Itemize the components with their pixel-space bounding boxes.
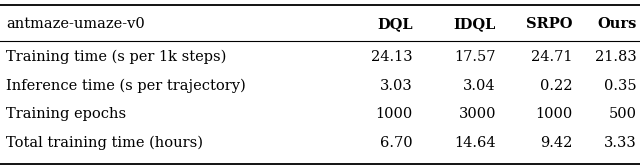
Text: Training epochs: Training epochs bbox=[6, 107, 127, 121]
Text: 14.64: 14.64 bbox=[454, 136, 496, 150]
Text: 0.35: 0.35 bbox=[604, 79, 637, 93]
Text: 24.71: 24.71 bbox=[531, 50, 573, 64]
Text: Inference time (s per trajectory): Inference time (s per trajectory) bbox=[6, 79, 246, 93]
Text: DQL: DQL bbox=[377, 17, 413, 31]
Text: 21.83: 21.83 bbox=[595, 50, 637, 64]
Text: 1000: 1000 bbox=[376, 107, 413, 121]
Text: 6.70: 6.70 bbox=[380, 136, 413, 150]
Text: 500: 500 bbox=[609, 107, 637, 121]
Text: Ours: Ours bbox=[597, 17, 637, 31]
Text: antmaze-umaze-v0: antmaze-umaze-v0 bbox=[6, 17, 145, 31]
Text: 3.04: 3.04 bbox=[463, 79, 496, 93]
Text: 9.42: 9.42 bbox=[540, 136, 573, 150]
Text: SRPO: SRPO bbox=[526, 17, 573, 31]
Text: 17.57: 17.57 bbox=[454, 50, 496, 64]
Text: 3.03: 3.03 bbox=[380, 79, 413, 93]
Text: 3000: 3000 bbox=[458, 107, 496, 121]
Text: 3.33: 3.33 bbox=[604, 136, 637, 150]
Text: Training time (s per 1k steps): Training time (s per 1k steps) bbox=[6, 50, 227, 64]
Text: 0.22: 0.22 bbox=[540, 79, 573, 93]
Text: 24.13: 24.13 bbox=[371, 50, 413, 64]
Text: 1000: 1000 bbox=[536, 107, 573, 121]
Text: IDQL: IDQL bbox=[454, 17, 496, 31]
Text: Total training time (hours): Total training time (hours) bbox=[6, 136, 204, 150]
